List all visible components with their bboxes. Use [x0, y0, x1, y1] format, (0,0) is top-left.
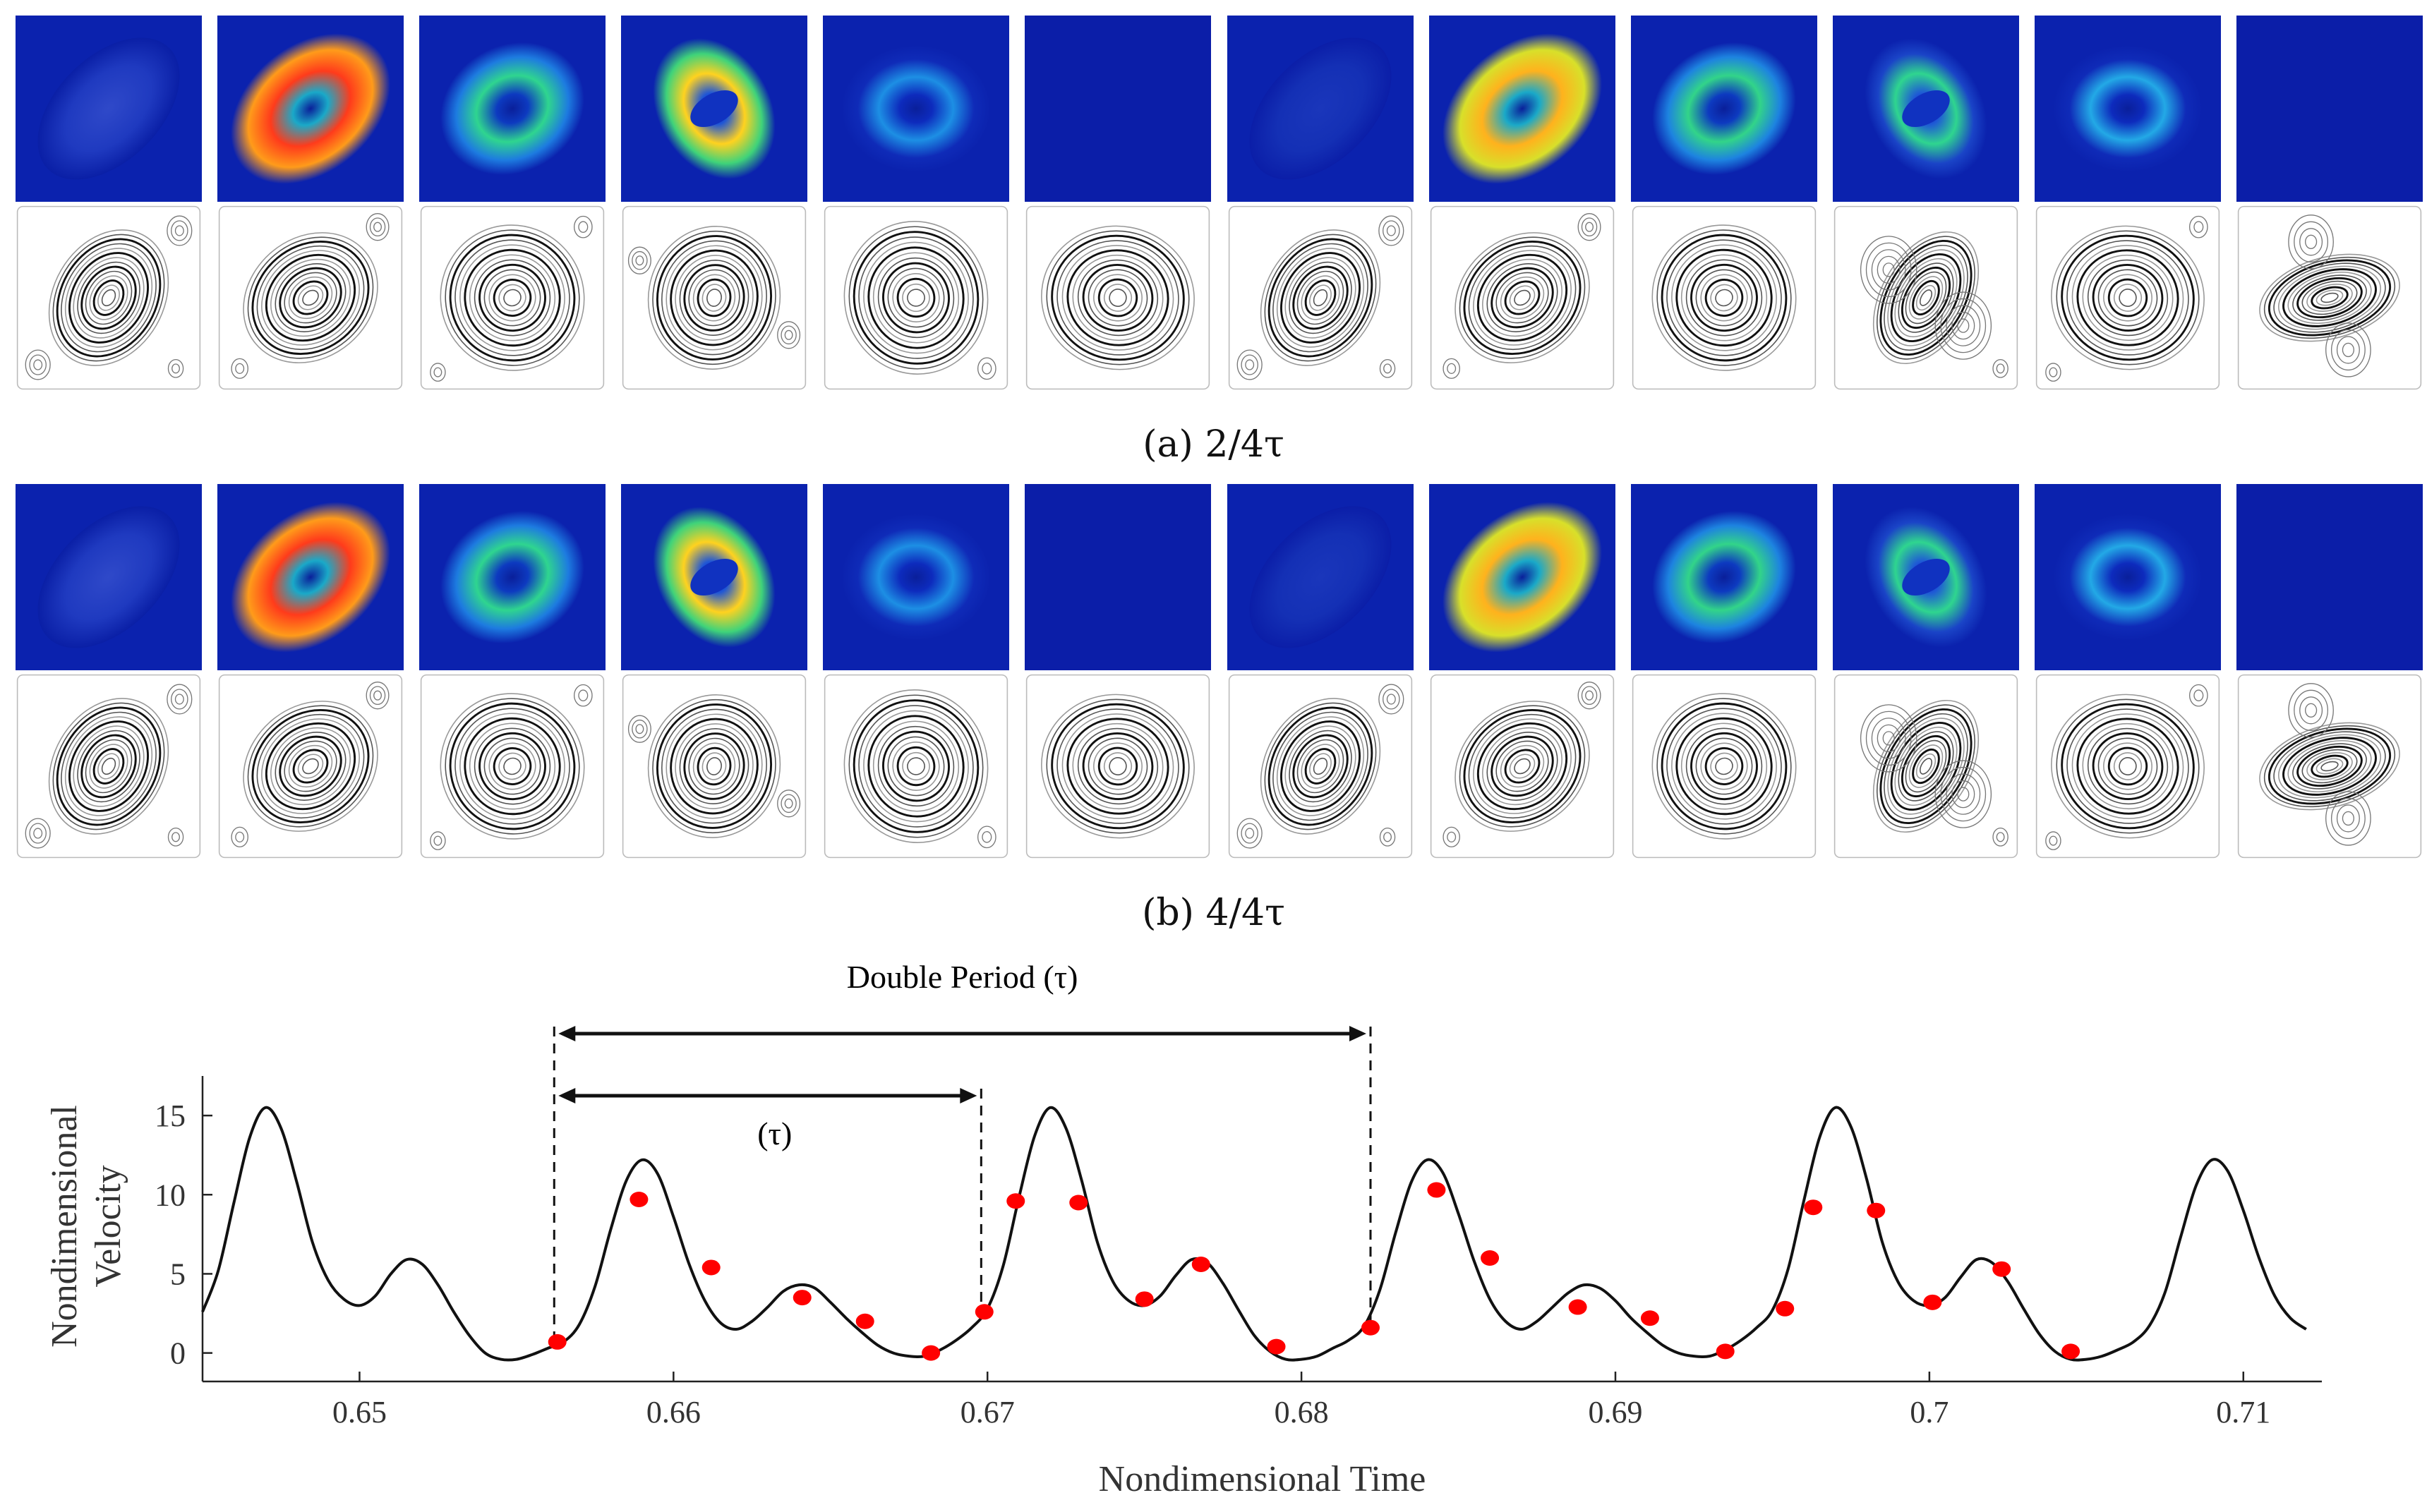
y-tick-label: 0 — [170, 1336, 186, 1371]
energy-field-1-1 — [217, 484, 404, 670]
energy-field-1-10 — [2035, 484, 2221, 670]
sample-marker — [1568, 1299, 1587, 1315]
streamline-plot-1-6 — [1227, 673, 1414, 859]
sample-marker — [1427, 1182, 1446, 1198]
energy-field-1-0 — [16, 484, 202, 670]
energy-field-0-9 — [1833, 16, 2019, 202]
energy-field-1-3 — [621, 484, 807, 670]
period-arrow-head-left — [558, 1088, 576, 1103]
streamline-plot-1-3 — [621, 673, 807, 859]
sample-marker — [1135, 1291, 1154, 1307]
sample-marker — [1361, 1319, 1380, 1336]
sample-marker — [1006, 1193, 1025, 1209]
streamline-plot-1-7 — [1429, 673, 1615, 859]
y-tick-label: 5 — [170, 1257, 186, 1291]
y-axis-label-line1: Nondimensional — [44, 1105, 85, 1348]
x-tick-label: 0.69 — [1589, 1395, 1643, 1429]
streamline-plot-0-5 — [1025, 205, 1211, 391]
x-axis-label: Nondimensional Time — [1099, 1459, 1426, 1499]
streamline-plot-0-3 — [621, 205, 807, 391]
streamline-plot-0-0 — [16, 205, 202, 391]
x-tick-label: 0.67 — [960, 1395, 1015, 1429]
y-tick-label: 15 — [155, 1099, 186, 1133]
streamline-plot-0-11 — [2236, 205, 2423, 391]
sample-marker — [922, 1345, 941, 1361]
x-tick-label: 0.66 — [646, 1395, 701, 1429]
streamline-plot-1-4 — [823, 673, 1009, 859]
double-period-arrow-head-left — [558, 1026, 576, 1041]
period-label: (τ) — [757, 1115, 792, 1151]
sample-marker — [1776, 1300, 1795, 1317]
caption-a: (a) 2/4τ — [1143, 423, 1284, 466]
sample-marker — [855, 1313, 874, 1329]
sample-marker — [1716, 1343, 1735, 1360]
energy-field-0-3 — [621, 16, 807, 202]
sample-marker — [1867, 1202, 1886, 1218]
energy-field-1-7 — [1429, 484, 1615, 670]
sample-marker — [1923, 1294, 1942, 1310]
y-tick-label: 10 — [155, 1178, 186, 1212]
streamline-plot-1-1 — [217, 673, 404, 859]
velocity-series-line — [201, 1106, 2307, 1362]
energy-field-1-5 — [1025, 484, 1211, 670]
energy-field-0-1 — [217, 16, 404, 202]
streamline-plot-1-10 — [2035, 673, 2221, 859]
streamline-plot-1-8 — [1631, 673, 1817, 859]
energy-field-0-10 — [2035, 16, 2221, 202]
caption-b: (b) 4/4τ — [1142, 892, 1285, 934]
sample-marker — [1191, 1256, 1210, 1272]
energy-field-0-8 — [1631, 16, 1817, 202]
x-tick-label: 0.7 — [1910, 1395, 1949, 1429]
energy-field-0-0 — [16, 16, 202, 202]
chart-axes: 0.65 0.66 0.67 0.68 0.69 0.7 0.71 0 5 10 15 — [155, 1076, 2322, 1429]
streamline-plot-0-6 — [1227, 205, 1414, 391]
sample-marker — [1069, 1195, 1088, 1211]
streamline-plot-1-2 — [419, 673, 606, 859]
energy-field-0-7 — [1429, 16, 1615, 202]
energy-field-1-4 — [823, 484, 1009, 670]
energy-field-0-6 — [1227, 16, 1414, 202]
x-tick-label: 0.71 — [2216, 1395, 2270, 1429]
energy-field-0-11 — [2236, 16, 2423, 202]
energy-field-0-5 — [1025, 16, 1211, 202]
energy-field-1-6 — [1227, 484, 1414, 670]
sample-marker — [701, 1259, 721, 1276]
streamline-plot-1-9 — [1833, 673, 2019, 859]
sample-marker — [1267, 1338, 1286, 1355]
sample-marker — [975, 1304, 994, 1320]
streamline-plot-0-10 — [2035, 205, 2221, 391]
double-period-label: Double Period (τ) — [847, 959, 1078, 995]
sample-markers — [548, 1182, 2080, 1361]
energy-field-1-9 — [1833, 484, 2019, 670]
streamline-plot-1-5 — [1025, 673, 1211, 859]
energy-field-1-11 — [2236, 484, 2423, 670]
sample-marker — [1481, 1250, 1500, 1266]
sample-marker — [630, 1191, 649, 1207]
streamline-plot-1-11 — [2236, 673, 2423, 859]
energy-field-0-4 — [823, 16, 1009, 202]
period-annotations: Double Period (τ) (τ) — [553, 959, 1372, 1342]
sample-marker — [548, 1333, 567, 1350]
double-period-arrow-head-right — [1349, 1026, 1366, 1041]
sample-marker — [2061, 1343, 2080, 1360]
streamline-plot-0-4 — [823, 205, 1009, 391]
sample-marker — [1992, 1261, 2011, 1277]
x-tick-label: 0.65 — [332, 1395, 387, 1429]
streamline-plot-0-2 — [419, 205, 606, 391]
streamline-plot-0-7 — [1429, 205, 1615, 391]
streamline-plot-0-8 — [1631, 205, 1817, 391]
x-tick-label: 0.68 — [1275, 1395, 1329, 1429]
streamline-plot-1-0 — [16, 673, 202, 859]
sample-marker — [1640, 1310, 1659, 1326]
velocity-time-chart: 0.65 0.66 0.67 0.68 0.69 0.7 0.71 0 5 10 15 Double… — [44, 959, 2322, 1499]
period-arrow-head-right — [960, 1088, 977, 1103]
energy-field-1-2 — [419, 484, 606, 670]
sample-marker — [793, 1290, 812, 1306]
energy-field-0-2 — [419, 16, 606, 202]
sample-marker — [1804, 1199, 1823, 1216]
streamline-plot-0-9 — [1833, 205, 2019, 391]
energy-field-1-8 — [1631, 484, 1817, 670]
streamline-plot-0-1 — [217, 205, 404, 391]
y-axis-label-line2: Velocity — [88, 1165, 128, 1287]
